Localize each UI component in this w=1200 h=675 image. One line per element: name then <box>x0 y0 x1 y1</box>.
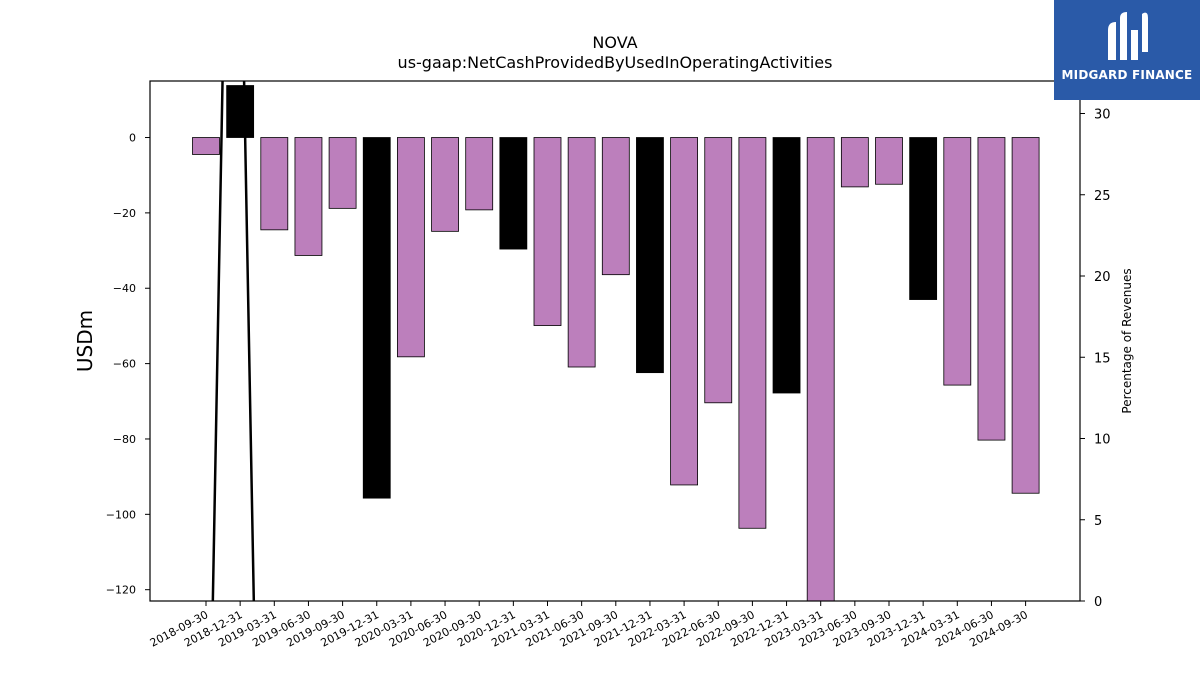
percentage-line <box>211 81 256 601</box>
bar-2019-03-31 <box>260 137 289 231</box>
y2-tick-label: 15 <box>1094 351 1111 366</box>
chart-subtitle: us-gaap:NetCashProvidedByUsedInOperating… <box>398 53 833 72</box>
bar-2019-06-30 <box>294 137 323 256</box>
plot-frame <box>149 80 1081 602</box>
line-group <box>211 81 256 601</box>
y2-axis-label: Percentage of Revenues <box>1120 268 1134 413</box>
y-tick-label: −100 <box>106 508 136 521</box>
y-tick-label: −60 <box>113 358 136 371</box>
bar-2020-06-30 <box>431 137 459 232</box>
bar-2020-03-31 <box>396 137 425 358</box>
bar-2020-12-31 <box>499 137 528 250</box>
bar-2021-03-31 <box>533 137 562 326</box>
bar-2021-09-30 <box>601 137 630 276</box>
y-tick-label: −20 <box>113 207 136 220</box>
y-axis-label: USDm <box>73 310 97 372</box>
bar-2022-12-31 <box>772 137 801 394</box>
logo-mark-icon <box>1108 12 1148 60</box>
y2-tick-label: 5 <box>1094 514 1102 529</box>
bar-2021-12-31 <box>636 137 664 374</box>
bar-2018-09-30 <box>192 137 220 155</box>
bar-2020-09-30 <box>465 137 494 211</box>
y2-tick-label: 25 <box>1094 189 1111 204</box>
bar-2021-06-30 <box>567 137 596 368</box>
bar-2019-12-31 <box>362 137 391 499</box>
y-tick-label: −40 <box>113 282 136 295</box>
axes-group: 0−20−40−60−80−100−1200510152025302018-09… <box>106 80 1111 650</box>
brand-logo: MIDGARD FINANCE <box>1054 0 1200 100</box>
y-tick-label: 0 <box>129 132 136 145</box>
bar-2024-06-30 <box>977 137 1006 441</box>
y2-tick-label: 30 <box>1094 108 1111 123</box>
y2-tick-label: 0 <box>1094 595 1102 610</box>
bar-2022-06-30 <box>704 137 733 404</box>
bar-2018-12-31 <box>226 85 255 138</box>
bars-group <box>192 85 1040 601</box>
bar-2024-09-30 <box>1011 137 1040 494</box>
y-tick-label: −120 <box>106 584 136 597</box>
y2-tick-label: 20 <box>1094 270 1111 285</box>
bar-2023-06-30 <box>840 137 869 188</box>
chart-title: NOVA <box>592 33 637 52</box>
bar-2023-09-30 <box>875 137 903 185</box>
logo-text: MIDGARD FINANCE <box>1061 68 1193 82</box>
y-tick-label: −80 <box>113 433 136 446</box>
bar-2019-09-30 <box>328 137 357 209</box>
bar-2024-03-31 <box>943 137 972 386</box>
bar-2023-12-31 <box>909 137 938 300</box>
y2-tick-label: 10 <box>1094 433 1111 448</box>
bar-2022-09-30 <box>738 137 767 529</box>
bar-2022-03-31 <box>670 137 698 486</box>
bar-2023-03-31 <box>806 137 835 601</box>
